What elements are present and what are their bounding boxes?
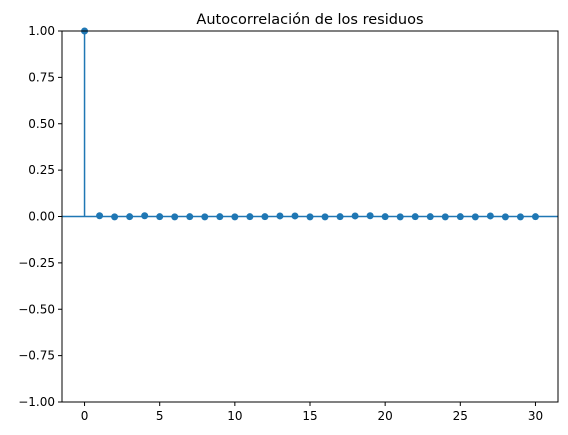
axes: 0 5 10 15 20 25 30 1.00 0.75 0.50 0.25 0.00 −0.25 −0.… <box>18 24 543 423</box>
data-point <box>306 213 314 221</box>
data-point <box>156 213 164 221</box>
x-tick-label: 30 <box>528 409 543 423</box>
data-point <box>441 213 449 221</box>
data-point <box>186 213 194 221</box>
x-tick-label: 0 <box>81 409 89 423</box>
x-tick-label: 20 <box>378 409 393 423</box>
data-point <box>216 213 224 221</box>
data-point <box>261 213 269 221</box>
data-point <box>381 213 389 221</box>
data-point <box>456 213 464 221</box>
y-tick-label: 0.25 <box>28 163 55 177</box>
y-tick-label: −0.25 <box>18 256 55 270</box>
data-point <box>321 213 329 221</box>
data-point <box>366 212 374 220</box>
y-tick-label: 0.00 <box>28 210 55 224</box>
data-point <box>351 212 359 220</box>
data-point <box>411 213 419 221</box>
y-tick-label: −0.75 <box>18 349 55 363</box>
data-point <box>291 212 299 220</box>
data-point <box>501 213 509 221</box>
data-point <box>96 212 104 220</box>
data-point <box>531 213 539 221</box>
data-point <box>516 213 524 221</box>
data-point <box>486 212 494 220</box>
data-point <box>396 213 404 221</box>
x-tick-label: 25 <box>453 409 468 423</box>
data-point <box>126 213 134 221</box>
x-tick-label: 15 <box>302 409 317 423</box>
chart-title: Autocorrelación de los residuos <box>196 12 423 28</box>
data-point <box>246 213 254 221</box>
data-point <box>231 213 239 221</box>
x-tick-label: 10 <box>227 409 242 423</box>
data-point <box>276 212 284 220</box>
x-tick-label: 5 <box>156 409 164 423</box>
data-point <box>201 213 209 221</box>
y-tick-label: −1.00 <box>18 395 55 409</box>
y-tick-label: −0.50 <box>18 302 55 316</box>
y-tick-label: 0.75 <box>28 70 55 84</box>
data-point <box>426 213 434 221</box>
y-tick-label: 1.00 <box>28 24 55 38</box>
data-point <box>111 213 119 221</box>
data-point <box>171 213 179 221</box>
data-point <box>471 213 479 221</box>
data-point <box>336 213 344 221</box>
data-point <box>141 212 149 220</box>
y-tick-label: 0.50 <box>28 117 55 131</box>
